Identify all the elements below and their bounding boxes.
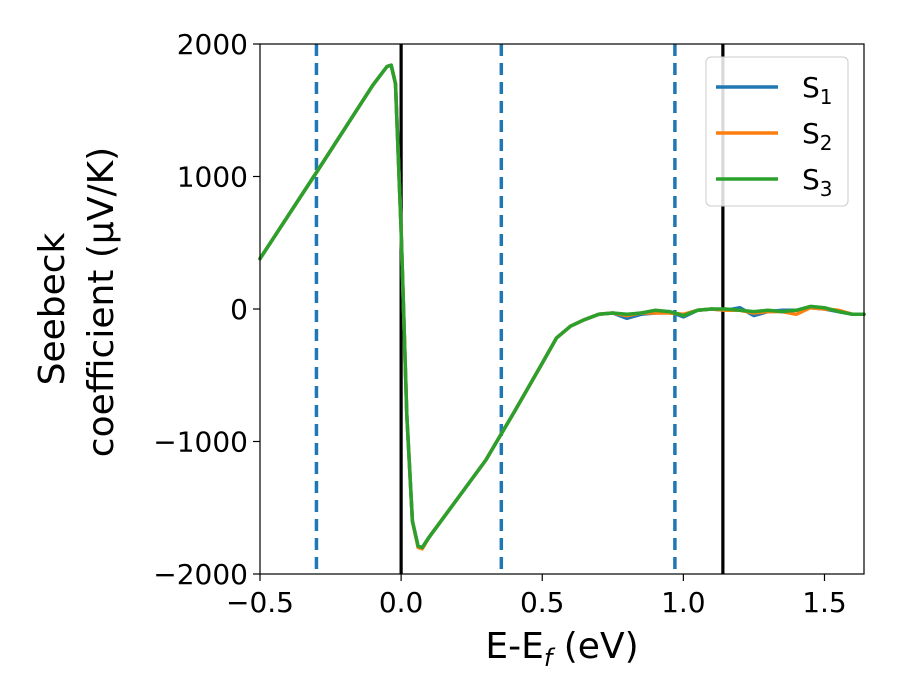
y-tick-label: 2000 bbox=[177, 28, 248, 61]
legend: S1 S2 S3 bbox=[705, 56, 849, 207]
y-axis-label-line1: Seebeck bbox=[32, 232, 73, 385]
legend-label-S2: S2 bbox=[802, 117, 833, 155]
x-tick-label: −0.5 bbox=[226, 586, 294, 619]
x-tick-label: 0.0 bbox=[379, 586, 424, 619]
y-tick-label: 0 bbox=[230, 293, 248, 326]
vertical-reference-lines bbox=[314, 44, 725, 574]
x-tick-label: 1.0 bbox=[661, 586, 706, 619]
legend-label-S1: S1 bbox=[802, 71, 833, 109]
y-tick-label: 1000 bbox=[177, 161, 248, 194]
x-tick-label: 1.5 bbox=[802, 586, 847, 619]
legend-label-S3: S3 bbox=[802, 163, 833, 201]
y-tick-label: −2000 bbox=[153, 558, 248, 591]
data-series-group bbox=[258, 63, 866, 551]
series-line-S3 bbox=[258, 63, 866, 550]
y-axis-ticks: −2000 −1000 0 1000 2000 bbox=[153, 28, 260, 591]
y-tick-label: −1000 bbox=[153, 426, 248, 459]
x-tick-label: 0.5 bbox=[520, 586, 565, 619]
y-axis-label-line2: coefficient (μV/K) bbox=[81, 147, 122, 457]
x-axis-ticks: −0.5 0.0 0.5 1.0 1.5 bbox=[226, 574, 847, 619]
x-axis-label: E-Ef (eV) bbox=[485, 626, 638, 672]
